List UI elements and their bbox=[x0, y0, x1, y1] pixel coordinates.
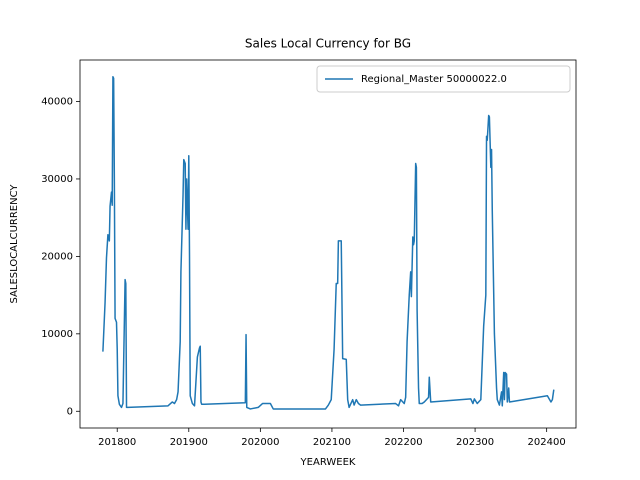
legend-label: Regional_Master 50000022.0 bbox=[361, 74, 507, 85]
chart-title: Sales Local Currency for BG bbox=[245, 37, 411, 51]
y-tick-label: 20000 bbox=[41, 251, 73, 262]
x-tick-label: 201900 bbox=[170, 437, 208, 448]
axes-frame bbox=[79, 59, 577, 429]
legend-box bbox=[316, 65, 571, 93]
x-axis-label: YEARWEEK bbox=[300, 457, 356, 468]
x-tick-label: 202000 bbox=[241, 437, 279, 448]
y-tick-label: 30000 bbox=[41, 174, 73, 185]
y-tick-label: 10000 bbox=[41, 329, 73, 340]
x-tick-label: 202200 bbox=[384, 437, 422, 448]
x-tick-label: 201800 bbox=[98, 437, 136, 448]
data-line bbox=[102, 75, 555, 410]
y-axis-label: SALESLOCALCURRENCY bbox=[9, 184, 20, 304]
x-tick-label: 202400 bbox=[528, 437, 566, 448]
y-tick-label: 40000 bbox=[41, 97, 73, 108]
y-tick-label: 0 bbox=[67, 406, 73, 417]
x-tick-label: 202100 bbox=[313, 437, 351, 448]
x-tick-label: 202300 bbox=[456, 437, 494, 448]
